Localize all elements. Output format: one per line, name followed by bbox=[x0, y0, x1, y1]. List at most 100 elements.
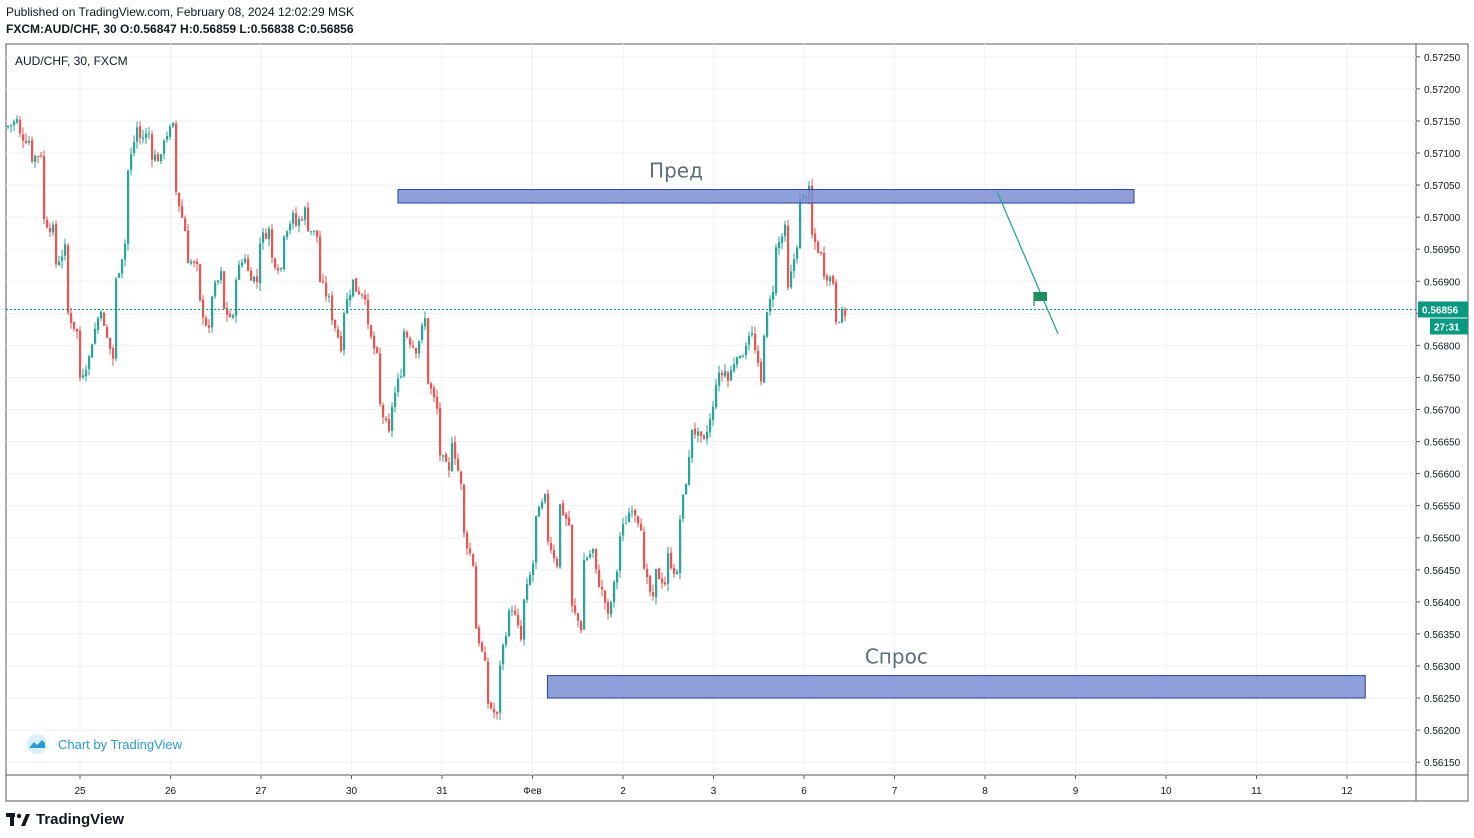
candle bbox=[622, 517, 625, 542]
candle bbox=[451, 436, 454, 473]
candle bbox=[778, 236, 781, 256]
candle bbox=[340, 331, 343, 354]
candle bbox=[7, 124, 10, 130]
candle bbox=[325, 275, 328, 302]
candle-body bbox=[586, 557, 589, 560]
candle-body bbox=[49, 227, 52, 232]
candle-body bbox=[757, 350, 760, 363]
candle-body bbox=[493, 708, 496, 713]
candle-body bbox=[622, 524, 625, 536]
candle-body bbox=[790, 271, 793, 288]
candle bbox=[556, 556, 559, 569]
candle-body bbox=[286, 231, 289, 237]
candle bbox=[739, 355, 742, 360]
candle-body bbox=[832, 275, 835, 284]
candle bbox=[712, 400, 715, 427]
candle-body bbox=[619, 536, 622, 571]
demand-zone[interactable]: Спрос bbox=[546, 645, 1366, 699]
candle-body bbox=[76, 328, 79, 332]
candle bbox=[190, 258, 193, 266]
candle-body bbox=[190, 261, 193, 264]
candle bbox=[220, 267, 223, 285]
candle-body bbox=[691, 429, 694, 458]
candle bbox=[793, 253, 796, 279]
candle bbox=[388, 413, 391, 433]
candle-body bbox=[769, 299, 772, 312]
candle-body bbox=[778, 241, 781, 249]
candle-body bbox=[547, 493, 550, 542]
candle bbox=[472, 553, 475, 568]
candle bbox=[157, 151, 160, 162]
candle bbox=[454, 435, 457, 465]
candle-body bbox=[571, 524, 574, 606]
candle-body bbox=[448, 462, 451, 471]
candle-body bbox=[115, 278, 118, 359]
candle-body bbox=[496, 711, 499, 714]
chart-by-tradingview-badge[interactable]: Chart by TradingView bbox=[20, 731, 187, 757]
candle bbox=[673, 563, 676, 579]
candle-body bbox=[730, 369, 733, 381]
candle bbox=[121, 258, 124, 279]
candle bbox=[160, 153, 163, 165]
x-tick-label: Фев bbox=[523, 786, 541, 797]
candle-body bbox=[214, 282, 217, 297]
candle bbox=[265, 228, 268, 240]
y-tick-label: 0.56900 bbox=[1424, 277, 1461, 288]
candle-body bbox=[316, 230, 319, 238]
candle-body bbox=[352, 279, 355, 297]
candle-body bbox=[370, 325, 373, 337]
candle bbox=[229, 310, 232, 318]
candle bbox=[373, 331, 376, 355]
candle bbox=[535, 515, 538, 569]
candle bbox=[211, 295, 214, 333]
candle-body bbox=[79, 330, 82, 378]
x-tick-label: 9 bbox=[1073, 786, 1079, 797]
candle-body bbox=[163, 140, 166, 154]
candle-body bbox=[679, 519, 682, 573]
candle-body bbox=[613, 581, 616, 603]
candle-body bbox=[421, 325, 424, 340]
candle bbox=[202, 295, 205, 325]
candle-body bbox=[28, 141, 31, 143]
candle-body bbox=[133, 142, 136, 154]
candle-body bbox=[700, 431, 703, 437]
candle-body bbox=[91, 344, 94, 358]
supply-zone[interactable]: Пред bbox=[397, 159, 1135, 204]
candle-body bbox=[94, 328, 97, 344]
candle bbox=[109, 337, 112, 355]
y-tick-label: 0.56700 bbox=[1424, 406, 1461, 417]
candle-body bbox=[259, 243, 262, 284]
candle bbox=[679, 514, 682, 580]
x-tick-label: 25 bbox=[74, 786, 86, 797]
candle bbox=[397, 373, 400, 397]
candle bbox=[268, 226, 271, 247]
candle bbox=[235, 277, 238, 324]
candle bbox=[580, 619, 583, 634]
candle-body bbox=[376, 347, 379, 353]
candle bbox=[415, 347, 418, 359]
y-tick-label: 0.56500 bbox=[1424, 534, 1461, 545]
candle bbox=[73, 321, 76, 332]
candle bbox=[490, 701, 493, 710]
candle-body bbox=[799, 198, 802, 249]
candle bbox=[52, 221, 55, 237]
candle-body bbox=[835, 282, 838, 323]
candle bbox=[196, 258, 199, 272]
candle-body bbox=[268, 228, 271, 240]
candle-body bbox=[154, 154, 157, 161]
candle bbox=[592, 548, 595, 558]
candle bbox=[433, 384, 436, 403]
candle-body bbox=[139, 126, 142, 139]
candle-body bbox=[526, 584, 529, 600]
candle bbox=[178, 192, 181, 212]
candle-body bbox=[292, 212, 295, 224]
candle-body bbox=[520, 625, 523, 640]
tradingview-logo[interactable]: TradingView bbox=[6, 811, 124, 828]
x-tick-label: 6 bbox=[801, 786, 807, 797]
candle bbox=[766, 311, 769, 339]
candle-body bbox=[727, 372, 730, 381]
candle bbox=[37, 155, 40, 164]
candle-body bbox=[454, 442, 457, 459]
candle bbox=[487, 657, 490, 709]
